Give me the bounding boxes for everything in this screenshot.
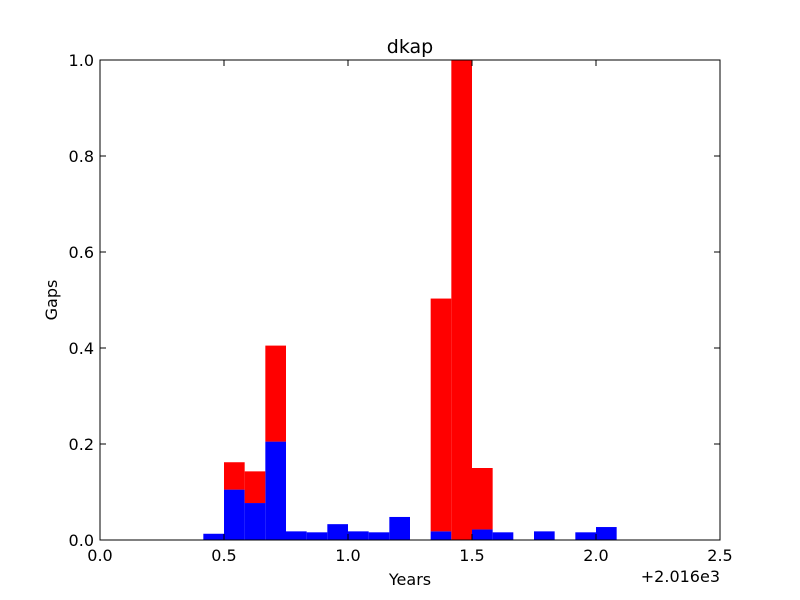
bar-series-0-bin-8 xyxy=(368,532,390,540)
bars-layer xyxy=(203,60,617,540)
y-axis-label: Gaps xyxy=(42,280,61,321)
bar-series-1-bin-1 xyxy=(224,462,245,490)
bar-series-0-bin-16 xyxy=(596,527,617,540)
chart-title: dkap xyxy=(387,36,433,58)
bar-series-0-bin-7 xyxy=(348,531,369,540)
bar-series-0-bin-2 xyxy=(244,503,266,540)
bar-series-1-bin-10 xyxy=(430,298,452,532)
y-tick-label: 0.4 xyxy=(69,339,94,358)
y-tick-label: 0.0 xyxy=(69,531,94,550)
bar-series-0-bin-9 xyxy=(389,516,410,540)
y-tick-label: 1.0 xyxy=(69,51,94,70)
bar-series-0-bin-13 xyxy=(492,532,514,540)
x-tick-label: 0.5 xyxy=(211,546,236,565)
x-tick-label: 2.0 xyxy=(583,546,608,565)
bar-series-1-bin-12 xyxy=(472,468,493,530)
bar-series-0-bin-5 xyxy=(306,532,328,540)
x-tick-label: 1.0 xyxy=(335,546,360,565)
bar-series-1-bin-3 xyxy=(265,345,286,442)
ticks-layer: 0.0 0.5 1.0 1.5 2.0 2.5 0.0 0.2 0.4 0.6 0.8 1.0 xyxy=(69,51,733,565)
x-axis-label: Years xyxy=(388,570,431,589)
bar-series-0-bin-0 xyxy=(203,533,224,540)
bar-series-0-bin-14 xyxy=(534,531,555,540)
bar-series-0-bin-6 xyxy=(327,524,348,540)
bar-series-1-bin-11 xyxy=(451,60,472,540)
bar-series-0-bin-3 xyxy=(265,441,286,540)
y-tick-label: 0.2 xyxy=(69,435,94,454)
bar-series-0-bin-10 xyxy=(430,531,452,540)
x-tick-label: 2.5 xyxy=(707,546,732,565)
x-tick-label: 0.0 xyxy=(87,546,112,565)
x-tick-label: 1.5 xyxy=(459,546,484,565)
bar-series-1-bin-2 xyxy=(244,471,266,504)
bar-series-0-bin-1 xyxy=(224,489,245,540)
x-offset-label: +2.016e3 xyxy=(641,567,720,586)
plot-frame xyxy=(99,59,721,541)
bar-series-0-bin-15 xyxy=(575,532,596,540)
y-tick-label: 0.6 xyxy=(69,243,94,262)
bar-series-0-bin-4 xyxy=(286,531,307,540)
bar-series-0-bin-12 xyxy=(472,529,493,540)
y-tick-label: 0.8 xyxy=(69,147,94,166)
